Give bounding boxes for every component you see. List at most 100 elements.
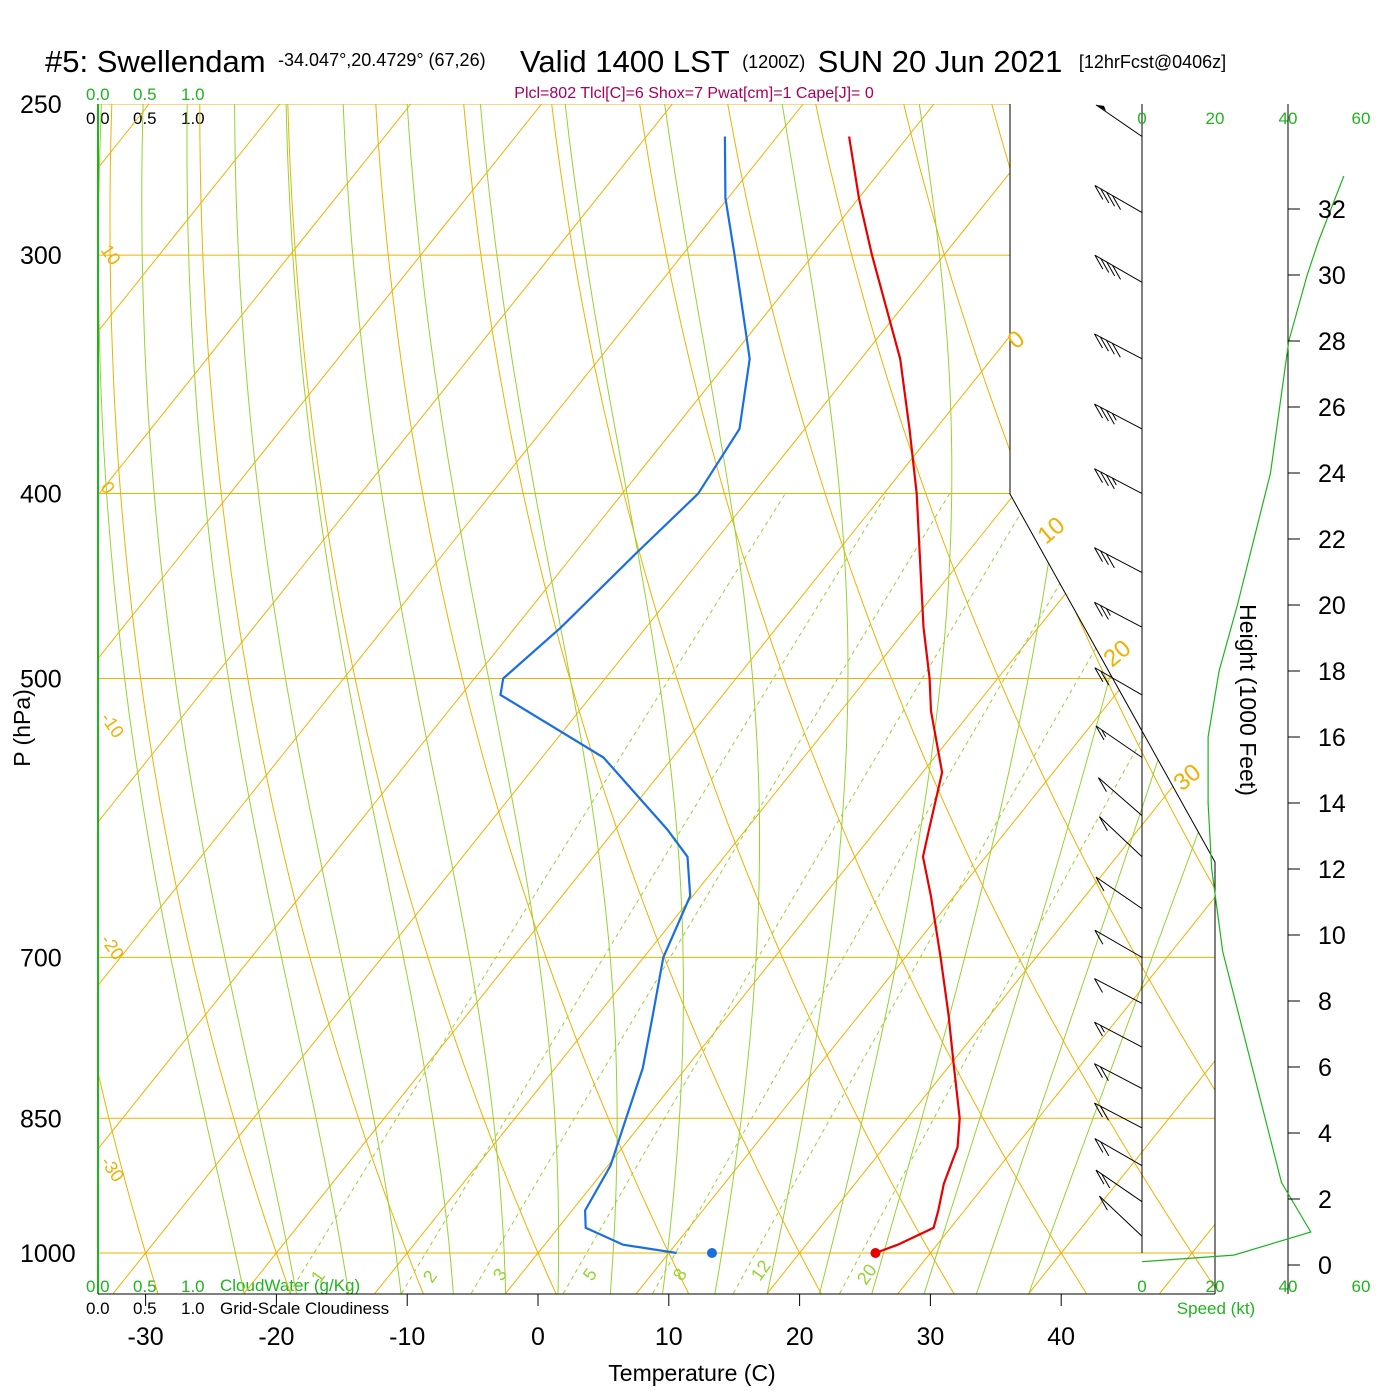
isotherm-line (1159, 104, 1215, 1294)
wind-barb (1094, 978, 1143, 1004)
barb-staff (1094, 333, 1143, 360)
height-tick-label: 4 (1318, 1120, 1332, 1148)
dry-adiabat-line (895, 104, 1215, 1294)
barb-staff (1094, 1063, 1143, 1089)
barb-flag (1100, 550, 1109, 566)
height-tick-label: 14 (1318, 790, 1346, 818)
barb-staff (1094, 254, 1143, 283)
barb-flag (1095, 1169, 1105, 1185)
forecast-text: [12hrFcst@0406z] (1079, 52, 1226, 72)
height-tick-label: 20 (1318, 592, 1346, 620)
barb-flag (1094, 978, 1103, 993)
barb-staff (1094, 1138, 1143, 1167)
height-tick-label: 2 (1318, 1186, 1332, 1214)
barb-staff (1095, 104, 1143, 137)
moist-adiabat-line (819, 104, 953, 1294)
height-axis-title: Height (1000 Feet) (1235, 604, 1261, 796)
moist-adiabat-line (98, 104, 245, 1294)
pressure-tick-label: 700 (20, 944, 62, 972)
x-axis-title: Temperature (C) (608, 1360, 775, 1386)
valid-time: Valid 1400 LST (520, 44, 730, 79)
barb-flag (1100, 1105, 1109, 1121)
barb-flag (1094, 929, 1104, 945)
height-tick-label: 12 (1318, 856, 1346, 884)
barb-staff (1095, 876, 1143, 910)
barb-staff (1094, 601, 1143, 628)
barb-staff (1094, 1102, 1143, 1129)
barb-staff (1094, 978, 1143, 1004)
wind-barb (1095, 725, 1143, 758)
height-tick-label: 6 (1318, 1054, 1332, 1082)
surface-dewpoint-dot (706, 1248, 717, 1258)
wind-barb (1095, 876, 1143, 910)
dry-adiabat-line (721, 104, 1215, 1294)
cloud-scale-green-1: 0.5 (133, 85, 157, 104)
isotherm-label-left: -10 (97, 709, 128, 742)
moist-adiabat-line (1028, 104, 1215, 1294)
barb-staff (1099, 816, 1143, 858)
isotherm-line (98, 104, 831, 1294)
pressure-tick-label: 850 (20, 1105, 62, 1133)
barb-staff (1094, 929, 1143, 958)
dry-adiabat-line (634, 104, 1087, 1294)
barb-staff (1094, 468, 1143, 494)
dry-adiabat-line (808, 104, 1215, 1294)
moist-adiabat-line (561, 104, 684, 1294)
barb-flag (1100, 258, 1110, 273)
height-tick-label: 22 (1318, 526, 1346, 554)
barb-flag (1094, 254, 1104, 270)
wind-barb (1094, 667, 1143, 696)
isotherm-line (98, 104, 700, 1294)
moist-adiabat-line (976, 104, 1215, 1294)
wind-barb (1094, 333, 1143, 360)
barb-flag (1094, 602, 1103, 617)
speed-tick-bottom: 20 (1206, 1277, 1225, 1296)
pressure-tick-label: 1000 (20, 1240, 76, 1268)
barb-flag (1094, 185, 1104, 200)
temperature-tick-label: 20 (786, 1323, 814, 1351)
mixing-ratio-label: 3 (489, 1265, 511, 1285)
cloud-scale-green-2: 1.0 (181, 85, 205, 104)
station-title: #5: Swellendam (45, 44, 266, 79)
barb-flag (1094, 403, 1103, 419)
barb-flag (1100, 1066, 1109, 1081)
barb-staff (1094, 547, 1143, 573)
surface-temperature-dot (870, 1248, 881, 1258)
barb-flag (1100, 188, 1110, 204)
speed-tick-top: 20 (1206, 109, 1225, 128)
wind-barb (1094, 929, 1143, 958)
height-tick-label: 32 (1318, 196, 1346, 224)
wind-barb (1094, 468, 1143, 494)
barb-flag (1112, 195, 1121, 210)
mixing-ratio-line (288, 493, 786, 1294)
barb-half-flag (1111, 477, 1117, 486)
speed-tick-top: 40 (1279, 109, 1298, 128)
barb-half-flag (1100, 1025, 1105, 1033)
barb-flag (1100, 406, 1109, 422)
moist-adiabat-line (141, 104, 297, 1294)
cloudiness-label: Grid-Scale Cloudiness (220, 1299, 389, 1318)
barb-half-flag (1105, 608, 1111, 616)
barb-flag (1100, 471, 1109, 487)
mixing-ratio-line (732, 493, 1186, 1294)
height-tick-label: 28 (1318, 328, 1346, 356)
speed-profile (1141, 175, 1345, 1263)
cloud-scale-bottom: 0.0 0.5 1.0 CloudWater (g/Kg) 0.0 0.5 1.… (86, 1276, 389, 1318)
height-tick-label: 10 (1318, 922, 1346, 950)
cloud-scale-black-1: 0.5 (133, 109, 157, 128)
speed-line (1141, 175, 1345, 1263)
title-line: #5: Swellendam -34.047°,20.4729° (67,26)… (45, 44, 1226, 79)
temperature-tick-label: 40 (1047, 1323, 1075, 1351)
isotherm-line (98, 104, 570, 1294)
temperature-tick-label: 10 (655, 1323, 683, 1351)
isotherm-line (505, 104, 1215, 1294)
isotherm-label-left: 0 (97, 478, 119, 498)
barb-staff (1094, 185, 1143, 214)
speed-tick-top: 60 (1352, 109, 1371, 128)
zulu-time: (1200Z) (742, 52, 805, 72)
barb-flag (1094, 333, 1103, 349)
pressure-tick-label: 400 (20, 481, 62, 509)
barb-flag (1094, 547, 1103, 562)
barb-staff (1098, 777, 1143, 817)
barb-flag (1105, 410, 1115, 425)
